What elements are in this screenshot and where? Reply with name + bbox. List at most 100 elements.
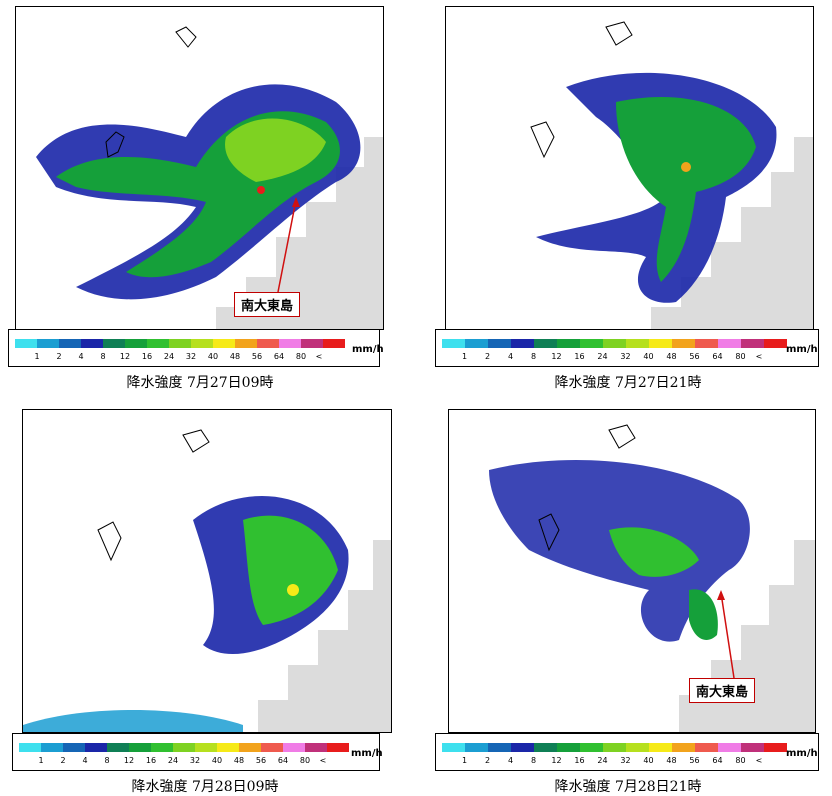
legend-tick: 32 (620, 756, 631, 765)
legend-tick: 12 (123, 756, 135, 765)
legend-swatch (741, 339, 764, 348)
legend-swatch (283, 743, 305, 752)
legend-swatch (465, 339, 488, 348)
legend-swatch (511, 743, 534, 752)
legend-swatch (81, 339, 103, 348)
legend-unit: mm/h (352, 344, 384, 355)
amami-coastline (182, 429, 210, 453)
legend-tick: 1 (34, 352, 40, 361)
legend-tick: 32 (620, 352, 631, 361)
radar-map (22, 409, 392, 733)
precipitation-map-svg (489, 424, 815, 732)
legend-swatch (129, 743, 151, 752)
legend-swatch (59, 339, 81, 348)
amami-coastline (175, 26, 197, 48)
precipitation-legend: 1 2 4 8 12 16 24 32 40 48 56 64 80 < mm/… (8, 329, 384, 367)
legend-swatch (557, 339, 580, 348)
legend-tick: 2 (484, 352, 491, 361)
legend-tick: 80 (735, 756, 746, 765)
legend-tick: 2 (60, 756, 66, 765)
radar-map: 南大東島 (448, 409, 816, 733)
legend-swatch (239, 743, 261, 752)
legend-swatch (169, 339, 191, 348)
legend-swatch (718, 339, 741, 348)
legend-tick: 48 (233, 756, 245, 765)
legend-tick: 24 (167, 756, 179, 765)
legend-swatch (695, 339, 718, 348)
legend-tick: 8 (104, 756, 110, 765)
legend-tick: 56 (255, 756, 267, 765)
legend-swatch (125, 339, 147, 348)
legend-unit: mm/h (351, 748, 383, 759)
legend-swatch (173, 743, 195, 752)
legend-tick: 4 (82, 756, 88, 765)
legend-ticks: 1 2 4 8 12 16 24 32 40 48 56 64 80 < (442, 756, 766, 766)
legend-swatch (580, 339, 603, 348)
legend-swatch (213, 339, 235, 348)
rain-band-heavy (616, 97, 756, 282)
legend-swatch (511, 339, 534, 348)
legend-tick: < (319, 756, 327, 765)
legend-ticks: 1 2 4 8 12 16 24 32 40 48 56 64 80 < (19, 756, 330, 766)
legend-tick: 64 (277, 756, 289, 765)
precipitation-map-svg (23, 429, 391, 732)
legend-swatch (19, 743, 41, 752)
okinawa-coastline (97, 521, 122, 562)
legend-tick: 16 (574, 756, 585, 765)
legend-swatch (603, 743, 626, 752)
panel-caption: 降水強度 7月28日09時 (131, 779, 279, 795)
legend-swatch (465, 743, 488, 752)
legend-swatch (672, 339, 695, 348)
out-of-range-area (216, 137, 383, 329)
legend-tick: 40 (207, 352, 219, 361)
legend-swatch (41, 743, 63, 752)
legend-tick: 48 (229, 352, 241, 361)
legend-swatch (534, 339, 557, 348)
legend-ticks: 1 2 4 8 12 16 24 32 40 48 56 64 80 < (15, 352, 326, 362)
legend-swatch (649, 743, 672, 752)
legend-tick: 1 (38, 756, 44, 765)
rain-cell (689, 589, 718, 640)
legend-swatch (534, 743, 557, 752)
legend-tick: < (315, 352, 323, 361)
legend-tick: 2 (484, 756, 491, 765)
legend-swatch (327, 743, 349, 752)
legend-tick: 56 (251, 352, 263, 361)
arrow-head (292, 197, 300, 207)
minamidaito-label: 南大東島 (689, 678, 756, 703)
radar-map (445, 6, 814, 330)
legend-unit: mm/h (786, 748, 818, 759)
legend-tick: 1 (461, 352, 468, 361)
legend-swatch (764, 339, 787, 348)
legend-tick: 80 (295, 352, 307, 361)
legend-tick: 8 (530, 352, 537, 361)
legend-tick: 64 (712, 352, 723, 361)
legend-tick: 8 (100, 352, 106, 361)
callout-arrow (277, 199, 297, 293)
precipitation-legend: 1 2 4 8 12 16 24 32 40 48 56 64 80 < mm/… (435, 329, 819, 367)
legend-tick: < (755, 756, 763, 765)
legend-swatch (442, 339, 465, 348)
southern-rain-band (23, 710, 243, 732)
legend-tick: 56 (689, 352, 700, 361)
legend-tick: 32 (189, 756, 201, 765)
legend-swatch (63, 743, 85, 752)
amami-coastline (608, 424, 636, 449)
legend-tick: 4 (507, 756, 514, 765)
legend-ticks: 1 2 4 8 12 16 24 32 40 48 56 64 80 < (442, 352, 766, 362)
legend-tick: 2 (56, 352, 62, 361)
precipitation-map-svg (36, 26, 383, 329)
legend-swatch (279, 339, 301, 348)
legend-swatch (217, 743, 239, 752)
rain-band-heavy (243, 515, 338, 625)
legend-tick: 40 (643, 756, 654, 765)
legend-swatch (301, 339, 323, 348)
legend-tick: 80 (735, 352, 746, 361)
legend-tick: 1 (461, 756, 468, 765)
legend-swatch (718, 743, 741, 752)
legend-tick: 4 (78, 352, 84, 361)
legend-tick: 16 (145, 756, 157, 765)
okinawa-coastline (105, 131, 125, 158)
rain-core (287, 584, 299, 596)
minamidaito-label: 南大東島 (234, 292, 301, 317)
